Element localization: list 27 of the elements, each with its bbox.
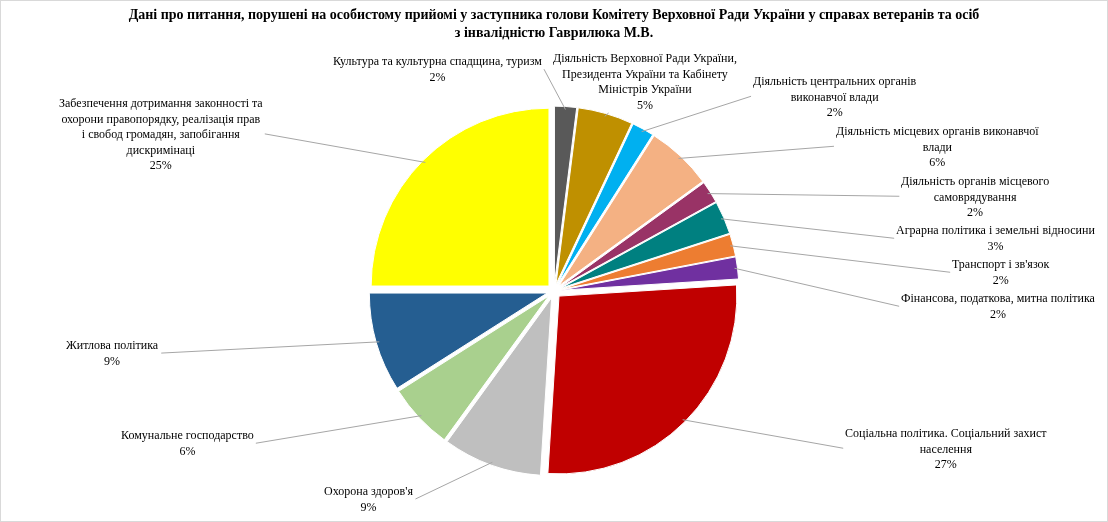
data-label: 2%	[429, 69, 446, 84]
slice-label: Діяльність органів місцевого самоврядування	[901, 174, 1050, 204]
slice-label: Аграрна політика і земельні відносини	[896, 223, 1096, 237]
slice-label: Діяльність Верховної Ради України, Президента України та Кабінету Міністрів України	[553, 51, 737, 97]
slice-label: Соціальна політика. Соціальний захист населення	[845, 426, 1048, 456]
slice-label: Культура та культурна спадщина, туризм	[333, 54, 543, 68]
data-label: 27%	[934, 457, 957, 472]
slice-label: Фінансова, податкова, митна політика	[901, 291, 1096, 305]
data-label: 2%	[992, 272, 1009, 287]
data-label: 3%	[987, 238, 1004, 253]
slice-label: Забезпечення дотримання законності та охорони правопорядку, реалізація прав і свобод громадян, запобігання дискримінаці	[59, 96, 264, 157]
data-label: 9%	[104, 353, 121, 368]
slice-label: Комунальне господарство	[121, 428, 254, 442]
data-label: 5%	[636, 97, 653, 112]
data-label: 2%	[826, 105, 843, 120]
data-label: 6%	[929, 155, 946, 170]
slice-label: Діяльність центральних органів виконавчої влади	[753, 74, 917, 104]
slice-label: Транспорт і зв'язок	[952, 257, 1050, 271]
chart-title: Дані про питання, порушені на особистому прийомі у заступника голови Комітету Верховної Ради України у справах ветеранів та осіб з інвалідністю Гаврилюка М.В.	[128, 7, 980, 41]
data-label: 6%	[179, 443, 196, 458]
slice-label: Діяльність місцевих органів виконавчої влади	[836, 124, 1040, 154]
data-label: 9%	[360, 499, 377, 514]
data-label: 25%	[149, 158, 172, 173]
data-label: 2%	[967, 205, 984, 220]
data-label: 2%	[989, 306, 1006, 321]
slice-label: Охорона здоров'я	[324, 484, 414, 498]
slice-label: Житлова політика	[66, 338, 159, 352]
